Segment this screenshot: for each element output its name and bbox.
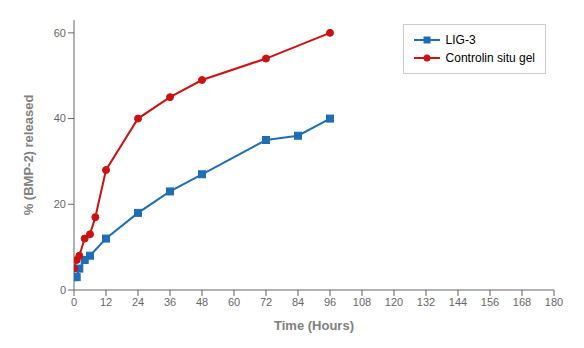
html-text:Controlin situ gel: Controlin situ gel [445, 51, 535, 65]
svg-text:48: 48 [196, 296, 208, 308]
svg-text:120: 120 [385, 296, 403, 308]
svg-text:20: 20 [54, 198, 66, 210]
svg-text:168: 168 [513, 296, 531, 308]
svg-text:108: 108 [353, 296, 371, 308]
svg-text:96: 96 [324, 296, 336, 308]
svg-text:40: 40 [54, 112, 66, 124]
svg-text:0: 0 [60, 284, 66, 296]
svg-text:60: 60 [54, 27, 66, 39]
svg-text:180: 180 [545, 296, 563, 308]
svg-text:12: 12 [100, 296, 112, 308]
svg-text:156: 156 [481, 296, 499, 308]
svg-text:132: 132 [417, 296, 435, 308]
html-text:LIG-3: LIG-3 [445, 33, 476, 47]
svg-text:72: 72 [260, 296, 272, 308]
svg-text:60: 60 [228, 296, 240, 308]
svg-text:84: 84 [292, 296, 304, 308]
svg-text:Time (Hours): Time (Hours) [274, 318, 354, 333]
svg-text:% (BMP-2) released: % (BMP-2) released [21, 95, 36, 216]
svg-text:0: 0 [71, 296, 77, 308]
svg-text:24: 24 [132, 296, 144, 308]
svg-text:36: 36 [164, 296, 176, 308]
svg-text:144: 144 [449, 296, 467, 308]
